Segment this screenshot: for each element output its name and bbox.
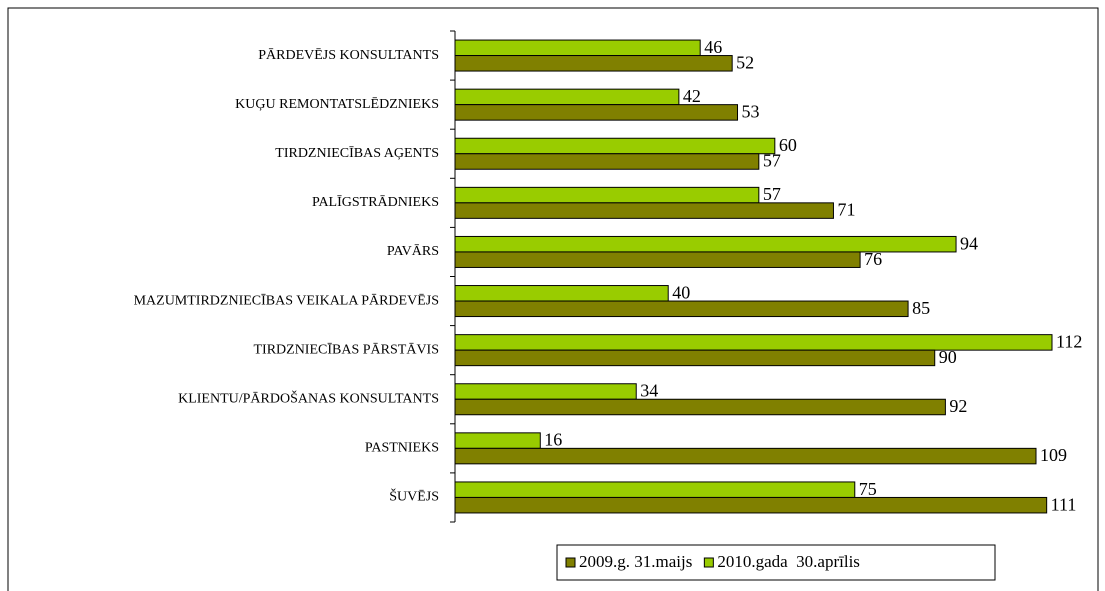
value-label: 52 [736, 52, 754, 72]
bar [454, 383, 637, 400]
value-label: 16 [544, 430, 562, 450]
bar [454, 186, 760, 204]
bar [454, 39, 701, 57]
value-label: 90 [939, 347, 957, 367]
y-tick-label: TIRDZNIECĪBAS AĢENTS [275, 145, 439, 161]
bar [454, 55, 733, 72]
bar [454, 285, 669, 302]
bar [454, 251, 861, 268]
value-label: 76 [864, 249, 882, 269]
value-label: 111 [1051, 494, 1077, 514]
bar [454, 481, 856, 498]
legend-label: 2009.g. 31.maijs [579, 552, 692, 571]
value-label: 71 [837, 200, 855, 220]
y-tick-label: KLIENTU/PĀRDOŠANAS KONSULTANTS [178, 389, 439, 406]
y-tick-label: PĀRDEVĒJS KONSULTANTS [258, 47, 439, 63]
legend-swatch [565, 557, 576, 568]
value-label: 40 [672, 282, 690, 302]
chart-frame [7, 7, 1099, 591]
bar [454, 202, 834, 219]
bar [454, 137, 776, 155]
value-label: 75 [859, 479, 877, 499]
bar [454, 153, 760, 170]
bar [454, 496, 1048, 514]
y-tick-label: ŠUVĒJS [389, 488, 439, 505]
value-label: 53 [742, 102, 760, 122]
value-label: 85 [912, 298, 930, 318]
value-label: 57 [763, 151, 781, 171]
y-tick-label: PAVĀRS [387, 243, 439, 259]
legend-label: 2010.gada 30.aprīlis [717, 552, 860, 571]
value-label: 92 [949, 396, 967, 416]
y-tick-label: PASTNIEKS [365, 441, 439, 456]
bar [454, 349, 936, 367]
bar [454, 300, 909, 318]
bar [454, 398, 946, 416]
value-label: 94 [960, 233, 978, 253]
bar [454, 104, 739, 121]
value-label: 46 [704, 37, 722, 57]
value-label: 109 [1040, 445, 1067, 465]
bar [454, 447, 1037, 465]
y-tick-label: PALĪGSTRĀDNIEKS [312, 194, 439, 210]
y-tick-label: MAZUMTIRDZNIECĪBAS VEIKALA PĀRDEVĒJS [134, 292, 439, 308]
y-tick-label: TIRDZNIECĪBAS PĀRSTĀVIS [253, 341, 439, 357]
bar [454, 432, 541, 449]
value-label: 60 [779, 135, 797, 155]
value-label: 112 [1056, 332, 1082, 352]
value-label: 34 [640, 381, 658, 401]
bar [454, 334, 1053, 351]
legend-box [556, 544, 996, 581]
legend-swatch [703, 557, 714, 568]
bar [454, 88, 680, 106]
value-label: 42 [683, 86, 701, 106]
y-tick-label: KUĢU REMONTATSLĒDZNIEKS [235, 96, 439, 112]
value-label: 57 [763, 184, 781, 204]
